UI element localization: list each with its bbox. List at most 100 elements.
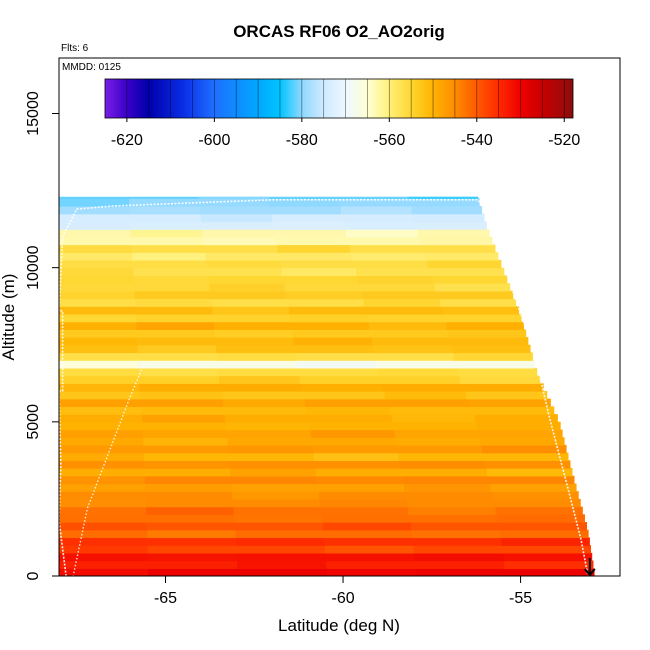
heatmap-cell	[319, 498, 407, 508]
heatmap-cell	[59, 313, 137, 323]
heatmap-band	[59, 568, 595, 576]
heatmap-cell	[59, 498, 146, 508]
heatmap-cell	[200, 213, 272, 223]
heatmap-band	[59, 244, 496, 253]
heatmap-band	[59, 529, 589, 539]
heatmap-band	[59, 221, 487, 230]
descent-track-line	[72, 363, 145, 576]
heatmap-cell	[453, 352, 533, 361]
colorbar-tick-label: -520	[548, 132, 580, 149]
heatmap-cell	[408, 196, 479, 199]
x-axis: -65 -60 -55	[154, 575, 532, 607]
heatmap-cell	[357, 275, 433, 284]
heatmap-cell	[137, 344, 217, 354]
date-label: MMDD: 0125	[62, 62, 121, 73]
heatmap-cell	[235, 537, 325, 546]
heatmap-cell	[269, 198, 340, 207]
heatmap-band	[59, 321, 524, 330]
y-axis-label: Altitude (m)	[0, 274, 18, 361]
heatmap-cell	[216, 352, 296, 361]
heatmap-cell	[504, 560, 594, 569]
heatmap-cell	[59, 429, 143, 438]
heatmap-cell	[351, 252, 426, 261]
heatmap-band	[59, 344, 531, 354]
y-tick-label: 5000	[25, 404, 42, 440]
heatmap-band	[59, 444, 567, 454]
heatmap-cell	[130, 229, 203, 238]
heatmap-cell	[147, 529, 236, 539]
heatmap-cell	[232, 491, 319, 500]
heatmap-cell	[59, 452, 144, 461]
heatmap-cell	[198, 196, 269, 199]
heatmap-cell	[293, 337, 372, 346]
heatmap-cell	[203, 236, 276, 246]
heatmap-cell	[138, 367, 219, 377]
heatmap-cell	[228, 444, 313, 454]
heatmap-cell	[413, 213, 485, 223]
heatmap-cell	[391, 414, 475, 423]
heatmap-cell	[59, 267, 134, 276]
heatmap-cell	[477, 421, 561, 431]
heatmap-cell	[468, 398, 551, 408]
heatmap-cell	[222, 398, 305, 408]
heatmap-cell	[59, 406, 142, 415]
heatmap-cell	[427, 259, 502, 269]
colorbar-tick-label: -600	[198, 132, 230, 149]
flights-label: Flts: 6	[61, 43, 89, 54]
heatmap-cell	[486, 468, 573, 477]
heatmap-cell	[136, 321, 214, 330]
heatmap-cell	[341, 206, 412, 215]
heatmap-band	[59, 367, 538, 377]
heatmap-cell	[286, 290, 362, 300]
heatmap-cell	[435, 283, 511, 292]
heatmap-cell	[399, 460, 486, 469]
heatmap-cell	[59, 545, 148, 554]
colorbar-ticks: -620 -600 -580 -560 -540 -520	[111, 118, 580, 149]
heatmap-cell	[281, 267, 356, 276]
heatmap-cell	[146, 506, 234, 515]
colorbar-tick-label: -560	[373, 132, 405, 149]
heatmap-band	[59, 259, 502, 269]
heatmap-cell	[212, 306, 290, 315]
heatmap-cell	[326, 568, 417, 576]
heatmap-cell	[144, 460, 230, 469]
heatmap-cell	[442, 306, 520, 315]
heatmap-cell	[135, 298, 212, 307]
heatmap-cell	[323, 522, 411, 531]
x-axis-label: Latitude (deg N)	[278, 616, 400, 635]
heatmap-cell	[234, 514, 322, 523]
heatmap-band	[59, 506, 583, 515]
chart-title: ORCAS RF06 O2_AO2orig	[233, 22, 445, 41]
heatmap-cell	[147, 552, 237, 562]
heatmap-cell	[132, 252, 206, 261]
heatmap-cell	[408, 506, 496, 515]
colorbar: -620 -600 -580 -560 -540 -520	[104, 78, 580, 149]
heatmap-cell	[368, 321, 447, 330]
heatmap-cell	[59, 568, 149, 576]
heatmap-band	[59, 414, 558, 423]
heatmap-cell	[481, 444, 567, 454]
heatmap-cell	[384, 391, 466, 400]
heatmap-band	[59, 437, 565, 446]
heatmap-cell	[133, 275, 209, 284]
heatmap-cell	[377, 367, 458, 377]
heatmap-cell	[219, 375, 300, 384]
heatmap-band	[59, 283, 511, 292]
heatmap-cell	[59, 290, 135, 300]
y-axis: 0 5000 10000 15000	[25, 91, 60, 580]
heatmap-band	[59, 560, 594, 569]
heatmap-cell	[313, 452, 399, 461]
heatmap-cell	[230, 468, 316, 477]
heatmap-band	[59, 483, 577, 492]
heatmap-cell	[306, 406, 390, 415]
heatmap-cell	[448, 329, 527, 338]
heatmap-band	[59, 406, 555, 415]
heatmap-cell	[59, 198, 130, 207]
heatmap-band	[59, 275, 508, 284]
heatmap-cell	[142, 414, 226, 423]
heatmap-band	[59, 298, 517, 307]
colorbar-tick-label: -580	[286, 132, 318, 149]
heatmap-cell	[59, 221, 131, 230]
heatmap-band	[59, 229, 490, 238]
